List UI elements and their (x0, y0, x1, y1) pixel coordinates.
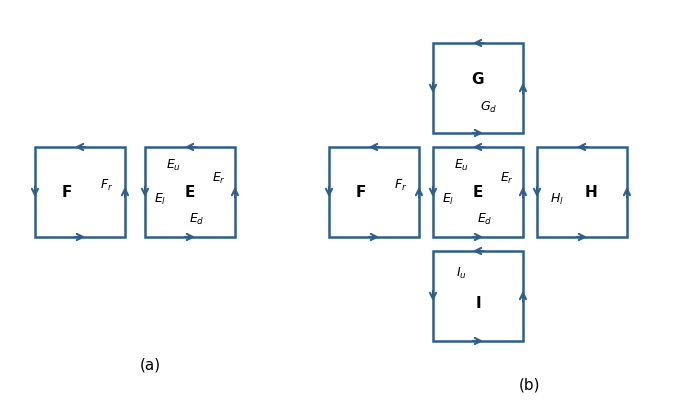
Bar (433, 43, 523, 133)
Text: $\mathbf{I}$: $\mathbf{I}$ (475, 295, 481, 311)
Text: (b): (b) (520, 377, 541, 393)
Bar (537, 147, 627, 237)
Text: $E_{r}$: $E_{r}$ (212, 171, 226, 186)
Text: $E_{d}$: $E_{d}$ (190, 211, 205, 227)
Bar (145, 147, 235, 237)
Bar (35, 147, 125, 237)
Text: $\mathbf{E}$: $\mathbf{E}$ (184, 184, 196, 200)
Bar (329, 147, 419, 237)
Text: $E_{r}$: $E_{r}$ (500, 171, 514, 186)
Text: $\mathbf{H}$: $\mathbf{H}$ (584, 184, 598, 200)
Text: $F_{r}$: $F_{r}$ (101, 178, 114, 193)
Text: $E_{u}$: $E_{u}$ (454, 158, 469, 173)
Text: $E_{u}$: $E_{u}$ (167, 158, 182, 173)
Text: $\mathbf{F}$: $\mathbf{F}$ (355, 184, 366, 200)
Text: $F_{r}$: $F_{r}$ (394, 178, 407, 193)
Text: $\mathbf{E}$: $\mathbf{E}$ (473, 184, 483, 200)
Text: (a): (a) (139, 358, 160, 372)
Text: $E_{d}$: $E_{d}$ (477, 211, 493, 227)
Bar (433, 251, 523, 341)
Text: $\mathbf{G}$: $\mathbf{G}$ (471, 71, 485, 87)
Text: $E_{l}$: $E_{l}$ (442, 191, 454, 207)
Text: $\mathbf{F}$: $\mathbf{F}$ (61, 184, 72, 200)
Bar (433, 147, 523, 237)
Text: $I_{u}$: $I_{u}$ (456, 266, 467, 281)
Text: $G_{d}$: $G_{d}$ (480, 100, 498, 116)
Text: $E_{l}$: $E_{l}$ (154, 191, 167, 207)
Text: $H_{l}$: $H_{l}$ (550, 191, 564, 207)
